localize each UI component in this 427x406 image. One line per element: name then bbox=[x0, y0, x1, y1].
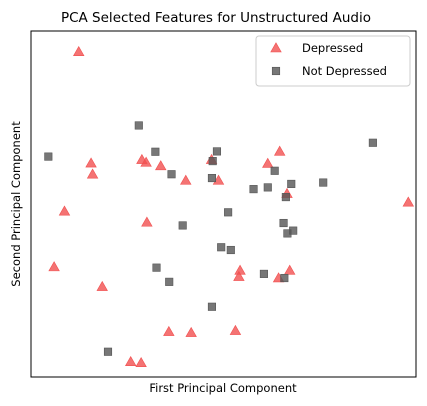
data-point-series-0-5 bbox=[96, 280, 108, 291]
data-point-series-1-0 bbox=[44, 152, 53, 161]
data-point-series-1-26 bbox=[368, 138, 377, 147]
data-point-series-1-18 bbox=[279, 218, 288, 228]
series-0 bbox=[48, 45, 415, 368]
legend-marker-0 bbox=[270, 42, 282, 53]
data-point-series-1-22 bbox=[283, 229, 292, 238]
data-point-series-1-2 bbox=[151, 147, 160, 156]
data-point-series-0-8 bbox=[141, 216, 153, 227]
data-point-series-0-24 bbox=[284, 264, 296, 275]
data-point-series-1-23 bbox=[259, 269, 268, 278]
data-point-series-1-6 bbox=[165, 277, 174, 286]
data-point-series-0-11 bbox=[163, 325, 175, 336]
legend: Depressed Not Depressed bbox=[255, 35, 411, 87]
x-axis-label: First Principal Component bbox=[149, 381, 297, 395]
data-point-series-1-14 bbox=[207, 302, 216, 311]
data-point-series-1-5 bbox=[152, 263, 161, 272]
data-point-series-1-24 bbox=[280, 273, 289, 283]
data-point-series-1-25 bbox=[319, 178, 328, 187]
data-point-series-1-3 bbox=[167, 170, 176, 179]
points-layer bbox=[44, 45, 415, 368]
plot-area-frame bbox=[30, 30, 417, 378]
legend-frame bbox=[255, 35, 411, 87]
data-point-series-0-10 bbox=[180, 174, 192, 185]
legend-marker-1 bbox=[271, 66, 281, 76]
data-point-series-0-13 bbox=[124, 355, 137, 366]
data-point-series-0-25 bbox=[402, 196, 415, 207]
legend-label-0: Depressed bbox=[302, 41, 363, 55]
data-point-series-0-3 bbox=[58, 205, 71, 216]
data-point-series-1-8 bbox=[207, 174, 216, 183]
data-point-series-1-15 bbox=[249, 185, 258, 194]
data-point-series-0-19 bbox=[233, 270, 245, 281]
data-point-series-1-1 bbox=[134, 121, 143, 130]
data-point-series-0-21 bbox=[273, 145, 286, 156]
data-point-series-0-0 bbox=[73, 45, 85, 56]
data-point-series-0-4 bbox=[48, 261, 60, 272]
data-point-series-1-12 bbox=[224, 208, 233, 217]
data-point-series-0-12 bbox=[185, 326, 197, 337]
legend-label-1: Not Depressed bbox=[302, 64, 387, 78]
y-axis-label: Second Principal Component bbox=[9, 121, 23, 287]
data-point-series-0-7 bbox=[140, 156, 152, 167]
data-point-series-1-7 bbox=[103, 347, 113, 356]
data-point-series-0-1 bbox=[85, 157, 97, 168]
data-point-series-1-11 bbox=[217, 243, 226, 252]
legend-items: Depressed Not Depressed bbox=[270, 41, 387, 78]
data-point-series-1-10 bbox=[212, 147, 222, 156]
series-1 bbox=[44, 121, 377, 356]
data-point-series-1-17 bbox=[270, 166, 279, 175]
data-point-series-0-14 bbox=[135, 357, 147, 368]
data-point-series-0-20 bbox=[262, 157, 274, 168]
data-point-series-1-4 bbox=[178, 221, 187, 230]
data-point-series-0-2 bbox=[86, 168, 99, 179]
data-point-series-1-20 bbox=[287, 179, 296, 188]
data-point-series-0-17 bbox=[229, 324, 242, 335]
data-point-series-0-9 bbox=[155, 160, 167, 171]
data-point-series-1-13 bbox=[226, 245, 235, 255]
data-point-series-1-16 bbox=[263, 183, 272, 192]
data-point-series-1-19 bbox=[281, 193, 290, 202]
data-point-series-1-9 bbox=[208, 157, 217, 166]
chart-title: PCA Selected Features for Unstructured A… bbox=[61, 10, 371, 26]
